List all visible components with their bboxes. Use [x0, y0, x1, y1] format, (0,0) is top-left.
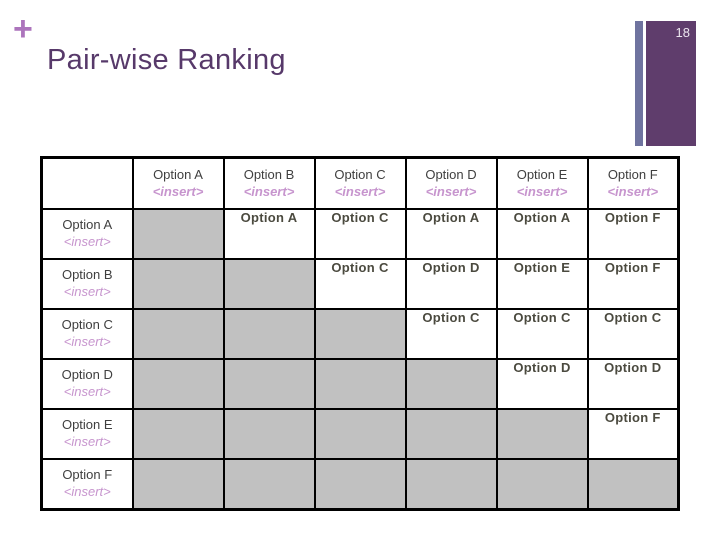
header-row: Option A <insert> Option B <insert> Option C… [40, 156, 680, 210]
row-header: Option D <insert> [40, 358, 134, 410]
column-header-label: Option C [334, 166, 386, 182]
column-header: Option A <insert> [131, 156, 225, 210]
blocked-cell [404, 358, 498, 410]
comparison-cell: Option C [586, 308, 680, 360]
blocked-cell [131, 358, 225, 410]
blocked-cell [131, 208, 225, 260]
accent-bar-purple: 18 [646, 21, 696, 146]
insert-placeholder: <insert> [63, 284, 111, 300]
insert-placeholder: <insert> [607, 183, 659, 199]
insert-placeholder: <insert> [516, 183, 568, 199]
blocked-cell [222, 358, 316, 410]
comparison-cell: Option C [495, 308, 589, 360]
blocked-cell [131, 308, 225, 360]
insert-placeholder: <insert> [63, 334, 111, 350]
column-header: Option E <insert> [495, 156, 589, 210]
comparison-cell: Option F [586, 408, 680, 460]
row-header-label: Option E [61, 417, 113, 433]
blocked-cell [222, 458, 316, 511]
column-header-label: Option D [425, 166, 477, 182]
insert-placeholder: <insert> [63, 234, 111, 250]
comparison-cell: Option A [222, 208, 316, 260]
blocked-cell [131, 408, 225, 460]
insert-placeholder: <insert> [63, 434, 111, 450]
comparison-cell: Option C [313, 208, 407, 260]
row-header-label: Option D [61, 367, 113, 383]
pairwise-ranking-table: Option A <insert> Option B <insert> Option C… [40, 156, 680, 511]
comparison-cell: Option F [586, 208, 680, 260]
row-header-label: Option F [62, 467, 113, 483]
insert-placeholder: <insert> [425, 183, 477, 199]
row-header: Option F <insert> [40, 458, 134, 511]
insert-placeholder: <insert> [152, 183, 204, 199]
column-header: Option D <insert> [404, 156, 498, 210]
blocked-cell [131, 258, 225, 310]
column-header-label: Option E [516, 166, 568, 182]
blocked-cell [313, 458, 407, 511]
comparison-cell: Option A [404, 208, 498, 260]
row-header: Option E <insert> [40, 408, 134, 460]
blocked-cell [495, 408, 589, 460]
row-header-label: Option A [62, 217, 113, 233]
table-body: Option A <insert> Option A Option C Option A… [40, 208, 680, 511]
table-row: Option D <insert> Option D Option D [40, 358, 680, 410]
table-row: Option B <insert> Option C Option D Option E… [40, 258, 680, 310]
blocked-cell [404, 408, 498, 460]
row-header-label: Option C [61, 317, 113, 333]
accent-bar-blue [635, 21, 643, 146]
insert-placeholder: <insert> [243, 183, 295, 199]
blocked-cell [313, 358, 407, 410]
column-header-label: Option A [153, 166, 203, 182]
blocked-cell [131, 458, 225, 511]
column-header-label: Option F [607, 166, 658, 182]
table-row: Option E <insert> Option F [40, 408, 680, 460]
comparison-cell: Option D [404, 258, 498, 310]
blocked-cell [313, 308, 407, 360]
blocked-cell [404, 458, 498, 511]
insert-placeholder: <insert> [63, 484, 111, 500]
comparison-cell: Option D [586, 358, 680, 410]
row-header: Option A <insert> [40, 208, 134, 260]
blocked-cell [586, 458, 680, 511]
comparison-cell: Option C [404, 308, 498, 360]
slide-title: Pair-wise Ranking [47, 44, 286, 76]
insert-placeholder: <insert> [63, 384, 111, 400]
table-row: Option C <insert> Option C Option C Option C [40, 308, 680, 360]
plus-decoration-icon: + [13, 10, 33, 48]
column-header-label: Option B [243, 166, 295, 182]
page-number: 18 [675, 25, 690, 40]
row-header-label: Option B [61, 267, 113, 283]
table-row: Option A <insert> Option A Option C Option A… [40, 208, 680, 260]
table-head: Option A <insert> Option B <insert> Option C… [40, 156, 680, 210]
insert-placeholder: <insert> [334, 183, 386, 199]
column-header: Option B <insert> [222, 156, 316, 210]
blocked-cell [222, 258, 316, 310]
comparison-cell: Option D [495, 358, 589, 410]
column-header: Option F <insert> [586, 156, 680, 210]
column-header: Option C <insert> [313, 156, 407, 210]
row-header: Option C <insert> [40, 308, 134, 360]
row-header: Option B <insert> [40, 258, 134, 310]
comparison-cell: Option C [313, 258, 407, 310]
blocked-cell [495, 458, 589, 511]
comparison-cell: Option E [495, 258, 589, 310]
comparison-cell: Option F [586, 258, 680, 310]
blocked-cell [222, 308, 316, 360]
comparison-cell: Option A [495, 208, 589, 260]
table-row: Option F <insert> [40, 458, 680, 511]
blocked-cell [222, 408, 316, 460]
blocked-cell [313, 408, 407, 460]
table-corner-cell [40, 156, 134, 210]
